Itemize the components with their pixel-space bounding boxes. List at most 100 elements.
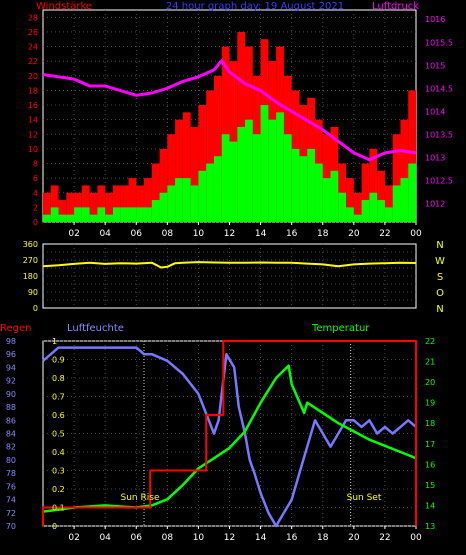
x-tick-label: 06 (131, 533, 143, 543)
wind-gust-bar (58, 200, 67, 222)
wind-speed-bar (338, 192, 347, 222)
wind-y-tick-label: 22 (28, 57, 38, 66)
wind-speed-bar (112, 207, 121, 222)
temperature-y-tick-label: 20 (425, 378, 435, 387)
temperature-y-tick-label: 16 (425, 460, 435, 469)
wind-y-tick-label: 2 (33, 203, 38, 212)
rain-axis-title: Regen (0, 323, 32, 334)
wind-y-tick-label: 0 (33, 218, 38, 227)
wind-gust-bar (361, 163, 370, 222)
wind-y-tick-label: 28 (28, 13, 38, 22)
temperature-y-tick-label: 22 (425, 337, 435, 346)
wind-speed-bar (97, 207, 106, 222)
wind-gust-bar (120, 185, 129, 222)
humidity-line (42, 346, 417, 528)
wind-speed-bar (81, 207, 90, 222)
humidity-y-tick-label: 96 (6, 350, 16, 359)
wind-speed-bar (198, 170, 207, 222)
x-tick-label: 08 (162, 533, 174, 543)
pressure-y-tick-label: 1012 (425, 200, 445, 209)
compass-label: O (436, 288, 444, 299)
wind-gust-bar (190, 126, 199, 222)
wind-gust-bar (167, 134, 176, 222)
wind-speed-bar (182, 178, 191, 222)
wind-speed-bar (369, 192, 378, 222)
wind-speed-bar (408, 163, 416, 222)
wind-gust-bar (81, 185, 90, 222)
pressure-y-tick-label: 1013 (425, 153, 445, 162)
humidity-y-tick-label: 90 (6, 390, 16, 399)
rain-y-tick-label: 1 (52, 337, 57, 346)
x-tick-label: 16 (286, 229, 298, 239)
direction-y-tick-label: 360 (23, 240, 38, 249)
direction-y-tick-label: 270 (23, 256, 38, 265)
rain-y-tick-label: 0.6 (52, 411, 65, 420)
wind-y-tick-label: 6 (33, 174, 38, 183)
rain-y-tick-label: 0.4 (52, 448, 65, 457)
wind-speed-bar (252, 134, 261, 222)
x-tick-label: 14 (255, 229, 267, 239)
wind-speed-bar (260, 105, 269, 222)
wind-speed-bar (120, 207, 129, 222)
temperature-y-tick-label: 19 (425, 399, 435, 408)
humidity-y-tick-label: 86 (6, 416, 16, 425)
compass-label: S (437, 272, 443, 283)
humidity-axis-title: Luftfeuchte (67, 323, 124, 334)
direction-y-tick-label: 180 (23, 272, 38, 281)
wind-y-tick-label: 20 (28, 72, 38, 81)
compass-label: W (435, 256, 445, 267)
x-tick-label: 02 (68, 533, 79, 543)
wind-speed-bar (213, 156, 222, 222)
x-tick-label: 10 (193, 533, 205, 543)
x-tick-label: 06 (131, 229, 143, 239)
temperature-y-tick-label: 17 (425, 440, 435, 449)
rain-y-tick-label: 0.2 (52, 485, 65, 494)
x-tick-label: 20 (348, 229, 360, 239)
wind-gust-bar (151, 163, 160, 222)
wind-gust-bar (392, 134, 401, 222)
wind-axis-title: Windstärke (36, 1, 92, 12)
x-tick-label: 22 (379, 229, 390, 239)
wind-speed-bar (74, 207, 82, 222)
wind-speed-bar (175, 178, 183, 222)
x-tick-label: 04 (99, 229, 111, 239)
wind-gust-bar (144, 178, 152, 222)
wind-speed-bar (291, 148, 300, 222)
wind-speed-bar (322, 178, 331, 222)
wind-gust-bar (136, 185, 145, 222)
wind-speed-bar (276, 112, 284, 222)
wind-gust-bar (43, 192, 51, 222)
sunset-label: Sun Set (347, 493, 382, 503)
wind-gust-bar (353, 192, 362, 222)
wind-gust-bar (408, 90, 416, 223)
text-layer: 024681012141618202224262810121012.510131… (0, 1, 453, 543)
x-tick-label: 22 (379, 533, 390, 543)
pressure-axis-title: Luftdruck (372, 1, 419, 12)
x-tick-label: 10 (193, 229, 205, 239)
temperature-y-tick-label: 21 (425, 358, 435, 367)
humidity-y-tick-label: 80 (6, 456, 16, 465)
wind-gust-bar (105, 192, 113, 222)
sunrise-label: Sun Rise (121, 493, 160, 503)
wind-speed-bar (43, 214, 51, 222)
wind-speed-bar (221, 134, 230, 222)
wind-speed-bar (330, 170, 339, 222)
wind-speed-bar (190, 185, 199, 222)
wind-y-tick-label: 14 (28, 116, 38, 125)
x-tick-label: 14 (255, 533, 267, 543)
wind-y-tick-label: 18 (28, 86, 38, 95)
wind-speed-bar (361, 200, 370, 222)
wind-gust-bar (175, 119, 183, 222)
x-tick-label: 20 (348, 533, 360, 543)
wind-gust-bar (400, 119, 409, 222)
humidity-y-tick-label: 84 (6, 430, 16, 439)
direction-y-tick-label: 90 (28, 288, 38, 297)
wind-y-tick-label: 16 (28, 101, 38, 110)
wind-y-tick-label: 26 (28, 28, 38, 37)
wind-gust-bar (369, 148, 378, 222)
pressure-y-tick-label: 1014.5 (425, 84, 453, 93)
pressure-y-tick-label: 1012.5 (425, 177, 453, 186)
wind-speed-bar (400, 178, 409, 222)
humidity-y-tick-label: 78 (6, 469, 16, 478)
chart-title: 24 hour graph day: 19 August 2021 (166, 1, 344, 12)
